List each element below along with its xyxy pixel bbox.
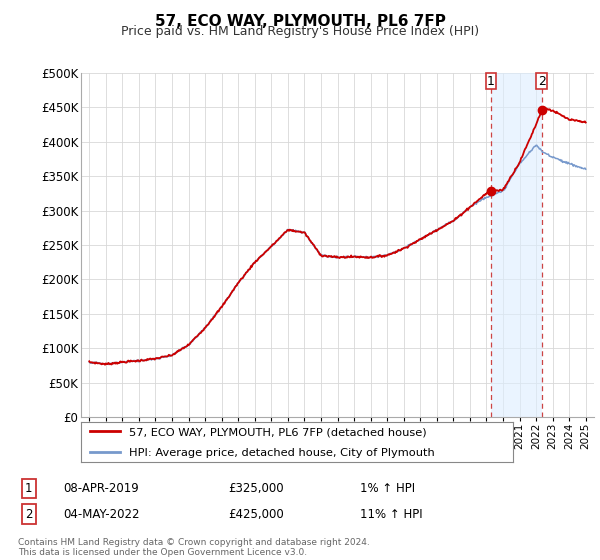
Text: Contains HM Land Registry data © Crown copyright and database right 2024.
This d: Contains HM Land Registry data © Crown c… [18, 538, 370, 557]
Text: £325,000: £325,000 [228, 482, 284, 495]
Bar [485, 73, 496, 90]
Text: 1: 1 [487, 74, 495, 87]
Text: HPI: Average price, detached house, City of Plymouth: HPI: Average price, detached house, City… [128, 448, 434, 458]
Text: Price paid vs. HM Land Registry's House Price Index (HPI): Price paid vs. HM Land Registry's House … [121, 25, 479, 38]
Bar [491, 73, 542, 417]
Text: 57, ECO WAY, PLYMOUTH, PL6 7FP (detached house): 57, ECO WAY, PLYMOUTH, PL6 7FP (detached… [128, 428, 426, 437]
Text: 2: 2 [538, 74, 545, 87]
Text: 11% ↑ HPI: 11% ↑ HPI [360, 507, 422, 521]
Text: 04-MAY-2022: 04-MAY-2022 [63, 507, 139, 521]
Text: 1: 1 [25, 482, 32, 495]
Text: £425,000: £425,000 [228, 507, 284, 521]
Text: 1% ↑ HPI: 1% ↑ HPI [360, 482, 415, 495]
Text: 2: 2 [25, 507, 32, 521]
Bar [536, 73, 547, 90]
Text: 57, ECO WAY, PLYMOUTH, PL6 7FP: 57, ECO WAY, PLYMOUTH, PL6 7FP [155, 14, 445, 29]
Text: 08-APR-2019: 08-APR-2019 [63, 482, 139, 495]
